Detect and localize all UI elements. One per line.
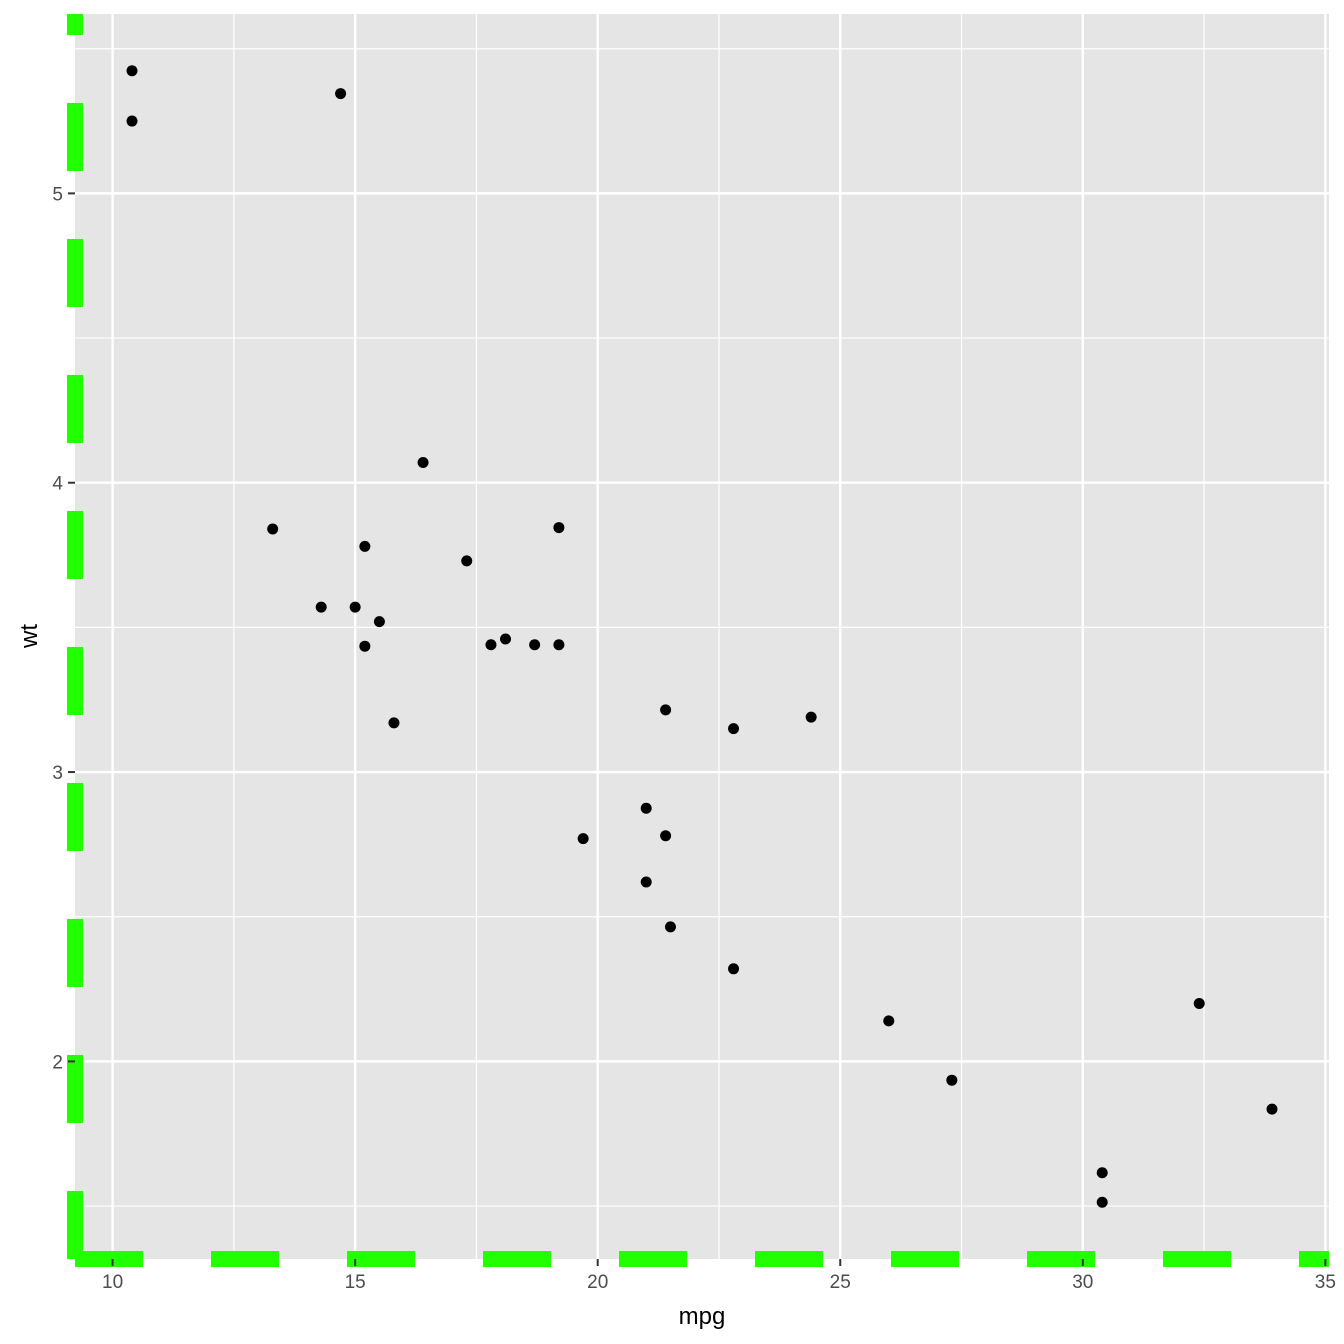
- data-point: [349, 601, 361, 613]
- data-point: [267, 523, 279, 535]
- data-point: [553, 522, 565, 534]
- x-axis-label: mpg: [679, 1303, 726, 1330]
- data-point: [1096, 1167, 1108, 1179]
- data-point: [373, 616, 385, 628]
- data-point: [417, 456, 429, 468]
- data-point: [660, 830, 672, 842]
- y-tick-label: 2: [52, 1052, 63, 1073]
- data-point: [126, 65, 138, 77]
- data-point: [577, 833, 589, 845]
- data-point: [1193, 998, 1205, 1010]
- data-point: [640, 802, 652, 814]
- x-tick-label: 15: [345, 1272, 366, 1293]
- data-point: [461, 555, 473, 567]
- data-point: [664, 921, 676, 933]
- data-point: [946, 1074, 958, 1086]
- data-point: [359, 540, 371, 552]
- data-point: [553, 639, 565, 651]
- x-tick-label: 35: [1315, 1272, 1336, 1293]
- y-tick-label: 5: [52, 184, 63, 205]
- data-point: [315, 601, 327, 613]
- data-point: [359, 640, 371, 652]
- data-point: [529, 639, 541, 651]
- y-tick-label: 4: [52, 474, 63, 495]
- data-point: [805, 711, 817, 723]
- x-tick-label: 25: [830, 1272, 851, 1293]
- x-tick-label: 30: [1072, 1272, 1093, 1293]
- data-point: [728, 963, 740, 975]
- data-point: [883, 1015, 895, 1027]
- data-point: [1266, 1103, 1278, 1115]
- plot-panel: [75, 14, 1329, 1259]
- data-point: [126, 115, 138, 127]
- data-point: [1096, 1196, 1108, 1208]
- y-axis-label: wt: [16, 624, 43, 649]
- x-tick-label: 10: [102, 1272, 123, 1293]
- data-point: [335, 88, 347, 100]
- data-point: [388, 717, 400, 729]
- data-point: [485, 639, 497, 651]
- data-point: [728, 723, 740, 735]
- data-point: [660, 704, 672, 716]
- data-point: [640, 876, 652, 888]
- x-tick-label: 20: [587, 1272, 608, 1293]
- y-tick-label: 3: [52, 763, 63, 784]
- data-point: [500, 633, 512, 645]
